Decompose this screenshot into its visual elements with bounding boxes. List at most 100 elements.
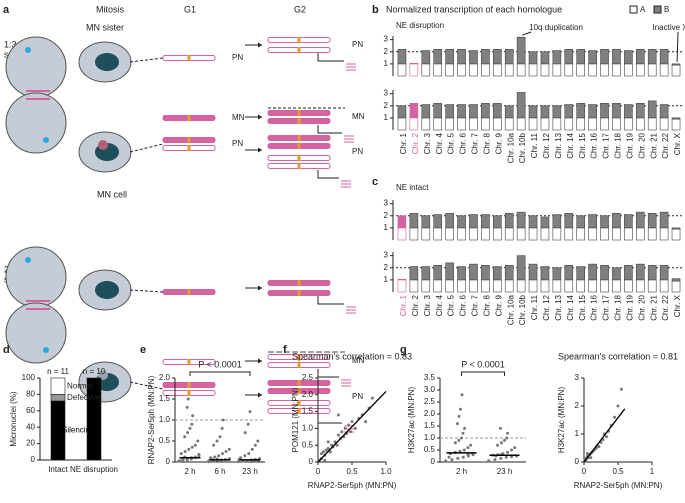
centrosome [43,137,49,143]
centromere [297,400,301,406]
bar-segment [457,104,466,119]
bar-segment [445,227,454,241]
centromere [187,390,191,396]
bar-segment [564,213,574,229]
bar-segment [647,227,657,241]
x-tick-label: Chr. 6 [459,132,468,154]
bar-segment [397,227,407,241]
annotation: P < 0.0001 [461,359,505,369]
bar-segment [647,265,657,281]
x-tick-label: Chr. 1 [399,294,408,316]
x-tick-label: Chr. 14 [566,132,575,158]
bar-segment [457,63,466,77]
bar-segment [600,117,609,131]
bar-segment [552,50,562,65]
bar-segment [481,117,490,131]
data-point [585,452,589,456]
data-point [504,455,508,459]
annotation-arrow [521,31,532,36]
y-tick-label: 2.5 [424,397,436,406]
data-point [456,456,460,460]
bar-segment [624,50,633,65]
bar-segment [421,227,431,241]
data-point [178,459,182,463]
data-point [191,414,195,418]
data-point [350,420,354,424]
y-tick-label: 60 [26,406,35,415]
data-point [256,439,260,443]
bar-segment [469,104,478,119]
data-point [457,438,461,442]
bar-segment [492,49,502,65]
y-axis-label: H3K27ac (MN:PN) [407,387,416,454]
bar-segment [576,49,586,65]
bar-segment [600,215,609,229]
data-point [248,410,252,414]
bar-segment [564,49,574,65]
bar-segment [516,211,526,229]
bar-segment [600,63,609,77]
data-point [253,443,257,447]
annotation: Inactive X [652,23,685,32]
data-point [353,426,357,430]
y-tick-label: 0 [31,455,36,464]
y-tick-label: 1 [384,113,389,122]
bar-segment [397,63,407,77]
x-tick-label: Chr. 4 [435,132,444,154]
centromere [187,115,191,121]
y-tick-label: 0.5 [302,440,314,449]
data-point [185,458,189,462]
bar-segment [659,104,669,119]
panel-label: d [3,344,10,356]
x-tick-label: Chr. 22 [661,132,670,158]
data-point [370,396,374,400]
data-point [220,452,224,456]
annotation: P < 0.0001 [198,359,242,369]
bar-segment [528,105,538,119]
micronucleus [98,370,108,380]
data-point [506,431,510,435]
data-point [460,393,464,397]
bar-segment [397,117,407,131]
bar-segment [409,63,419,77]
y-tick-label: 80 [26,390,35,399]
data-point [498,426,502,430]
bar-segment [624,214,633,229]
bar-segment [516,117,526,131]
centromere [297,37,301,43]
y-tick-label: 0.5 [159,436,171,445]
x-tick-label: Chr. 8 [482,132,491,154]
data-point [321,450,325,454]
x-tick-label: Chr. 7 [471,132,480,154]
bar-segment [433,49,443,65]
chart-title: Normalized transcription of each homolog… [386,4,562,14]
centromere [297,118,301,124]
annotation: Spearman's correlation = 0.83 [292,351,412,361]
bar-segment [481,63,490,77]
segment-label: Defective [67,393,101,402]
data-point [181,458,185,462]
bar-segment [504,117,514,131]
y-tick-label: 3 [384,251,389,260]
data-point [183,450,187,453]
bar-segment [588,227,597,241]
transcription-arrow [317,369,339,378]
centromere [187,137,191,143]
y-tick-label: 2.0 [159,373,171,382]
bar-segment [635,263,645,281]
bar-segment [588,214,597,229]
bar-segment [397,278,407,281]
centromere [297,280,301,286]
data-point [455,422,459,426]
bar-segment [421,63,431,77]
arrow-head [258,285,262,291]
data-point [193,443,197,447]
bar-segment [671,280,681,293]
data-point [336,433,340,437]
bar-segment [612,213,621,229]
centromere [187,382,191,388]
data-point [469,443,473,447]
x-tick-label: Chr. 14 [566,294,575,320]
data-point [328,450,332,454]
bar-segment [659,227,669,241]
